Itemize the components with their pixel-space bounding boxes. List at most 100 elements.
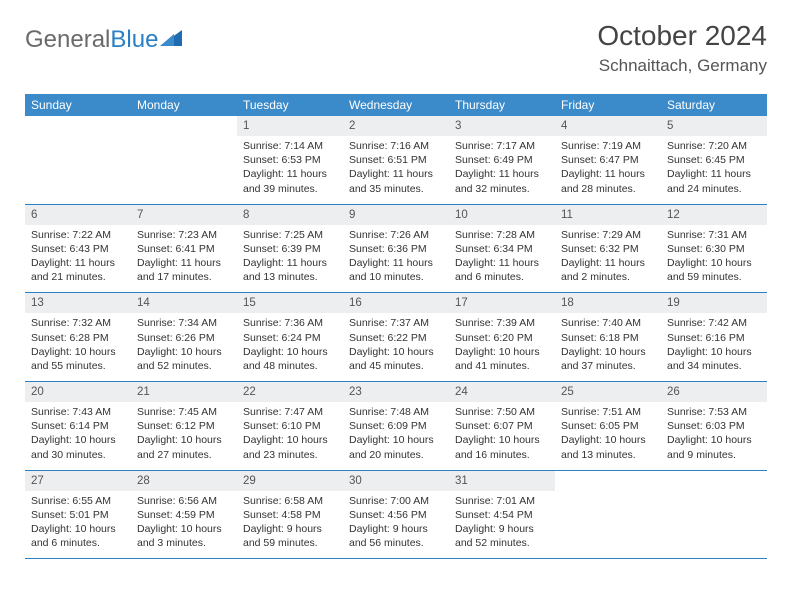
day-info-line: Sunset: 4:59 PM: [137, 508, 231, 522]
day-info-line: Sunset: 6:51 PM: [349, 153, 443, 167]
day-info: Sunrise: 7:50 AMSunset: 6:07 PMDaylight:…: [449, 402, 555, 470]
day-info-line: Sunset: 6:53 PM: [243, 153, 337, 167]
day-info-line: Sunset: 6:30 PM: [667, 242, 761, 256]
day-number: 24: [449, 382, 555, 402]
day-info-line: Sunrise: 6:58 AM: [243, 494, 337, 508]
day-info-line: and 37 minutes.: [561, 359, 655, 373]
day-info-line: and 59 minutes.: [667, 270, 761, 284]
day-info-line: Daylight: 11 hours: [349, 256, 443, 270]
day-info: Sunrise: 7:43 AMSunset: 6:14 PMDaylight:…: [25, 402, 131, 470]
day-info-line: Daylight: 11 hours: [667, 167, 761, 181]
day-info-line: Daylight: 11 hours: [561, 167, 655, 181]
title-block: October 2024 Schnaittach, Germany: [597, 20, 767, 76]
day-info-line: Sunrise: 7:26 AM: [349, 228, 443, 242]
day-info: Sunrise: 7:26 AMSunset: 6:36 PMDaylight:…: [343, 225, 449, 293]
logo-word1: General: [25, 26, 110, 53]
day-info-line: and 56 minutes.: [349, 536, 443, 550]
day-info-line: Sunset: 6:36 PM: [349, 242, 443, 256]
day-number: [131, 116, 237, 136]
day-info-line: Daylight: 10 hours: [455, 433, 549, 447]
daynum-row: 2728293031: [25, 471, 767, 491]
day-info: Sunrise: 7:23 AMSunset: 6:41 PMDaylight:…: [131, 225, 237, 293]
page-title: October 2024: [597, 20, 767, 52]
day-info: Sunrise: 7:36 AMSunset: 6:24 PMDaylight:…: [237, 313, 343, 381]
day-info-line: and 13 minutes.: [243, 270, 337, 284]
info-row: Sunrise: 7:43 AMSunset: 6:14 PMDaylight:…: [25, 402, 767, 470]
day-info-line: Daylight: 9 hours: [455, 522, 549, 536]
dow-header: Tuesday: [237, 94, 343, 116]
day-info-line: Sunrise: 7:51 AM: [561, 405, 655, 419]
day-info-line: and 24 minutes.: [667, 182, 761, 196]
day-info-line: and 28 minutes.: [561, 182, 655, 196]
day-number: 31: [449, 471, 555, 491]
day-info-line: Daylight: 10 hours: [561, 433, 655, 447]
day-info: Sunrise: 7:53 AMSunset: 6:03 PMDaylight:…: [661, 402, 767, 470]
day-info-line: Sunrise: 7:36 AM: [243, 316, 337, 330]
day-info-line: Sunrise: 7:25 AM: [243, 228, 337, 242]
day-info-line: Sunset: 4:54 PM: [455, 508, 549, 522]
day-number: 12: [661, 205, 767, 225]
daynum-row: 20212223242526: [25, 382, 767, 402]
day-info-line: Sunset: 6:26 PM: [137, 331, 231, 345]
header: GeneralBlue October 2024 Schnaittach, Ge…: [25, 20, 767, 76]
day-info-line: Daylight: 11 hours: [455, 256, 549, 270]
day-info: Sunrise: 7:25 AMSunset: 6:39 PMDaylight:…: [237, 225, 343, 293]
day-info: Sunrise: 7:39 AMSunset: 6:20 PMDaylight:…: [449, 313, 555, 381]
day-info: Sunrise: 6:56 AMSunset: 4:59 PMDaylight:…: [131, 491, 237, 559]
info-row: Sunrise: 7:32 AMSunset: 6:28 PMDaylight:…: [25, 313, 767, 381]
day-info-line: Daylight: 11 hours: [561, 256, 655, 270]
day-info-line: and 34 minutes.: [667, 359, 761, 373]
day-info-line: and 45 minutes.: [349, 359, 443, 373]
day-info-line: Sunset: 6:39 PM: [243, 242, 337, 256]
day-number: 15: [237, 293, 343, 313]
day-info: Sunrise: 7:28 AMSunset: 6:34 PMDaylight:…: [449, 225, 555, 293]
day-number: 26: [661, 382, 767, 402]
day-info-line: Daylight: 10 hours: [667, 433, 761, 447]
day-info-line: Sunset: 6:28 PM: [31, 331, 125, 345]
day-info: Sunrise: 7:16 AMSunset: 6:51 PMDaylight:…: [343, 136, 449, 204]
dow-header: Monday: [131, 94, 237, 116]
day-info-line: Sunrise: 7:17 AM: [455, 139, 549, 153]
day-info-line: Sunset: 6:09 PM: [349, 419, 443, 433]
logo-text: GeneralBlue: [25, 26, 158, 54]
day-info: Sunrise: 7:29 AMSunset: 6:32 PMDaylight:…: [555, 225, 661, 293]
day-info-line: Sunrise: 7:22 AM: [31, 228, 125, 242]
day-number: 9: [343, 205, 449, 225]
day-number: 6: [25, 205, 131, 225]
day-info: [661, 491, 767, 559]
day-info-line: Sunset: 6:34 PM: [455, 242, 549, 256]
day-info-line: Sunset: 6:18 PM: [561, 331, 655, 345]
day-info: Sunrise: 7:48 AMSunset: 6:09 PMDaylight:…: [343, 402, 449, 470]
day-number: 18: [555, 293, 661, 313]
day-info-line: Sunrise: 7:01 AM: [455, 494, 549, 508]
day-info: Sunrise: 7:47 AMSunset: 6:10 PMDaylight:…: [237, 402, 343, 470]
day-info-line: Daylight: 10 hours: [31, 522, 125, 536]
day-number: [25, 116, 131, 136]
day-info-line: Sunrise: 7:32 AM: [31, 316, 125, 330]
day-info-line: and 30 minutes.: [31, 448, 125, 462]
day-info-line: Sunrise: 7:16 AM: [349, 139, 443, 153]
day-number: 28: [131, 471, 237, 491]
day-info-line: Sunrise: 7:19 AM: [561, 139, 655, 153]
day-number: 30: [343, 471, 449, 491]
day-info-line: Sunrise: 7:14 AM: [243, 139, 337, 153]
day-info: Sunrise: 6:55 AMSunset: 5:01 PMDaylight:…: [25, 491, 131, 559]
dow-header: Thursday: [449, 94, 555, 116]
day-info-line: Sunset: 6:22 PM: [349, 331, 443, 345]
day-info-line: and 23 minutes.: [243, 448, 337, 462]
day-info: Sunrise: 7:32 AMSunset: 6:28 PMDaylight:…: [25, 313, 131, 381]
day-info: Sunrise: 7:00 AMSunset: 4:56 PMDaylight:…: [343, 491, 449, 559]
day-info-line: and 39 minutes.: [243, 182, 337, 196]
dow-header-row: SundayMondayTuesdayWednesdayThursdayFrid…: [25, 94, 767, 116]
daynum-row: 12345: [25, 116, 767, 136]
day-number: 17: [449, 293, 555, 313]
day-info-line: Sunset: 6:47 PM: [561, 153, 655, 167]
day-info-line: Daylight: 11 hours: [137, 256, 231, 270]
day-info-line: Sunrise: 6:56 AM: [137, 494, 231, 508]
day-info-line: and 6 minutes.: [31, 536, 125, 550]
day-info: Sunrise: 7:14 AMSunset: 6:53 PMDaylight:…: [237, 136, 343, 204]
day-info: [131, 136, 237, 204]
dow-header: Saturday: [661, 94, 767, 116]
day-info-line: and 2 minutes.: [561, 270, 655, 284]
day-info-line: Sunrise: 7:37 AM: [349, 316, 443, 330]
